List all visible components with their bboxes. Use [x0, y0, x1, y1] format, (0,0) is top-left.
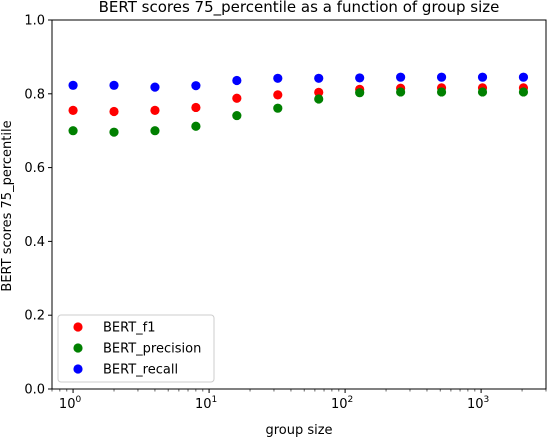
data-point-bert-recall-7: [355, 73, 365, 83]
data-point-bert-f1-5: [273, 90, 283, 100]
data-point-bert-recall-8: [396, 72, 406, 82]
data-point-bert-precision-6: [314, 94, 324, 104]
x-axis-label: group size: [265, 423, 332, 437]
data-point-bert-precision-0: [68, 126, 78, 136]
data-point-bert-precision-8: [396, 87, 406, 97]
data-point-bert-recall-6: [314, 73, 324, 83]
plot-frame: [51, 19, 547, 390]
data-point-bert-recall-9: [436, 72, 447, 82]
legend: BERT_f1 BERT_precision BERT_recall: [57, 314, 215, 383]
data-point-bert-recall-5: [273, 73, 283, 83]
y-tick-label-0: 0.0: [24, 383, 45, 398]
data-point-bert-f1-4: [232, 93, 242, 103]
data-points-layer: [68, 72, 529, 137]
data-point-bert-precision-4: [232, 110, 242, 121]
legend-label-1: BERT_precision: [103, 342, 201, 357]
legend-label-2: BERT_recall: [103, 363, 178, 378]
data-point-bert-f1-6: [314, 87, 324, 97]
data-point-bert-precision-3: [191, 121, 201, 131]
y-tick-label-4: 0.8: [24, 87, 45, 102]
data-point-bert-precision-9: [436, 87, 447, 97]
x-tick-label-1: 101: [195, 395, 217, 412]
data-point-bert-precision-11: [518, 87, 529, 97]
y-tick-label-5: 1.0: [24, 14, 45, 29]
data-point-bert-precision-7: [355, 88, 365, 98]
y-axis-label: BERT scores 75_percentile: [0, 120, 15, 291]
data-point-bert-recall-1: [109, 80, 119, 90]
data-point-bert-precision-1: [109, 127, 119, 137]
data-point-bert-f1-2: [150, 105, 160, 115]
legend-box: [57, 314, 215, 383]
y-tick-label-3: 0.6: [24, 161, 45, 176]
data-point-bert-recall-0: [68, 80, 78, 90]
data-point-bert-recall-3: [191, 81, 201, 91]
data-point-bert-recall-10: [477, 72, 488, 82]
y-tick-label-1: 0.2: [24, 309, 45, 324]
chart-title: BERT scores 75_percentile as a function …: [99, 0, 500, 17]
x-tick-label-3: 103: [467, 395, 489, 412]
legend-marker-2: [73, 364, 83, 374]
y-tick-label-2: 0.4: [24, 235, 45, 250]
legend-marker-0: [73, 322, 83, 332]
data-point-bert-recall-11: [518, 72, 529, 82]
legend-label-0: BERT_f1: [103, 321, 156, 336]
data-point-bert-f1-1: [109, 106, 119, 117]
data-point-bert-precision-10: [477, 87, 488, 97]
data-point-bert-precision-5: [273, 103, 283, 113]
x-tick-label-2: 102: [331, 395, 353, 412]
axes-layer: 0.0 0.2 0.4 0.6 0.8 1.0 100 101 102 103: [24, 14, 547, 412]
data-point-bert-recall-4: [232, 75, 242, 86]
legend-marker-1: [73, 343, 83, 353]
data-point-bert-precision-2: [150, 126, 160, 136]
data-point-bert-f1-0: [68, 105, 78, 115]
x-tick-label-0: 100: [59, 395, 82, 412]
data-point-bert-f1-3: [191, 102, 201, 113]
data-point-bert-recall-2: [150, 82, 160, 92]
